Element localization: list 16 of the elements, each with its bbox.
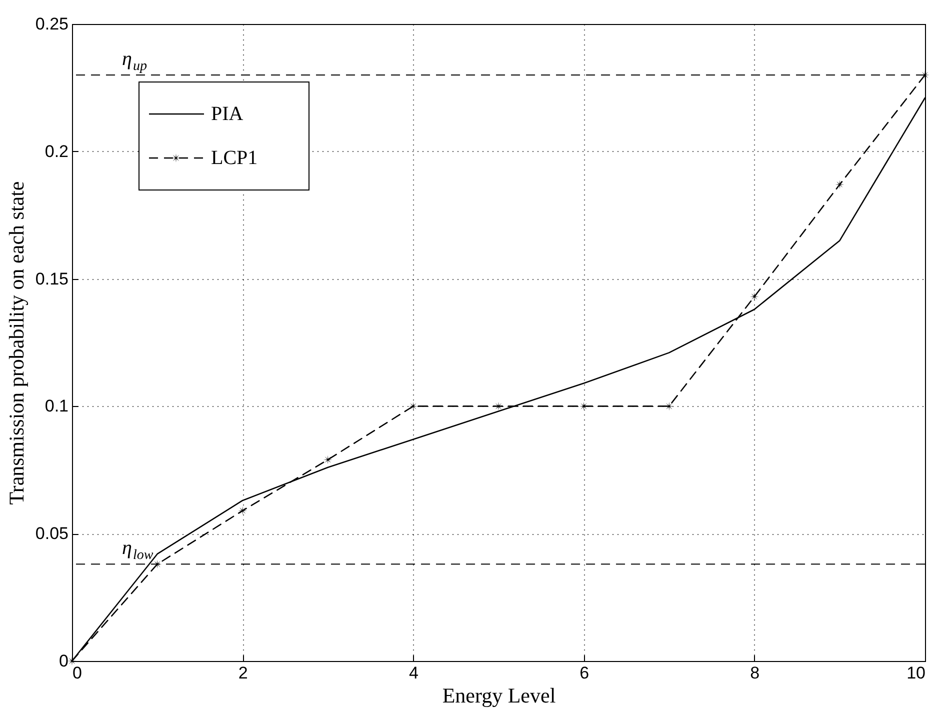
x-tick-label: 4 <box>408 664 418 682</box>
y-tick-label: 0.05 <box>35 524 68 544</box>
x-tick-label: 2 <box>238 664 248 682</box>
x-tick-label: 0 <box>72 664 82 682</box>
x-tick-label: 6 <box>580 664 590 682</box>
x-tick-label: 8 <box>750 664 760 682</box>
x-axis-title: Energy Level <box>442 684 556 708</box>
y-tick-label: 0 <box>59 652 68 670</box>
y-axis-title: Transmission probability on each state <box>4 181 28 505</box>
y-tick-label: 0.1 <box>44 396 68 416</box>
x-tick-label: 10 <box>906 664 926 682</box>
y-tick-label: 0.2 <box>44 142 68 161</box>
y-tick-label: 0.15 <box>35 269 68 288</box>
legend-label: PIA <box>211 103 244 125</box>
legend-label: LCP1 <box>211 147 258 169</box>
y-tick-label: 0.25 <box>35 14 68 34</box>
